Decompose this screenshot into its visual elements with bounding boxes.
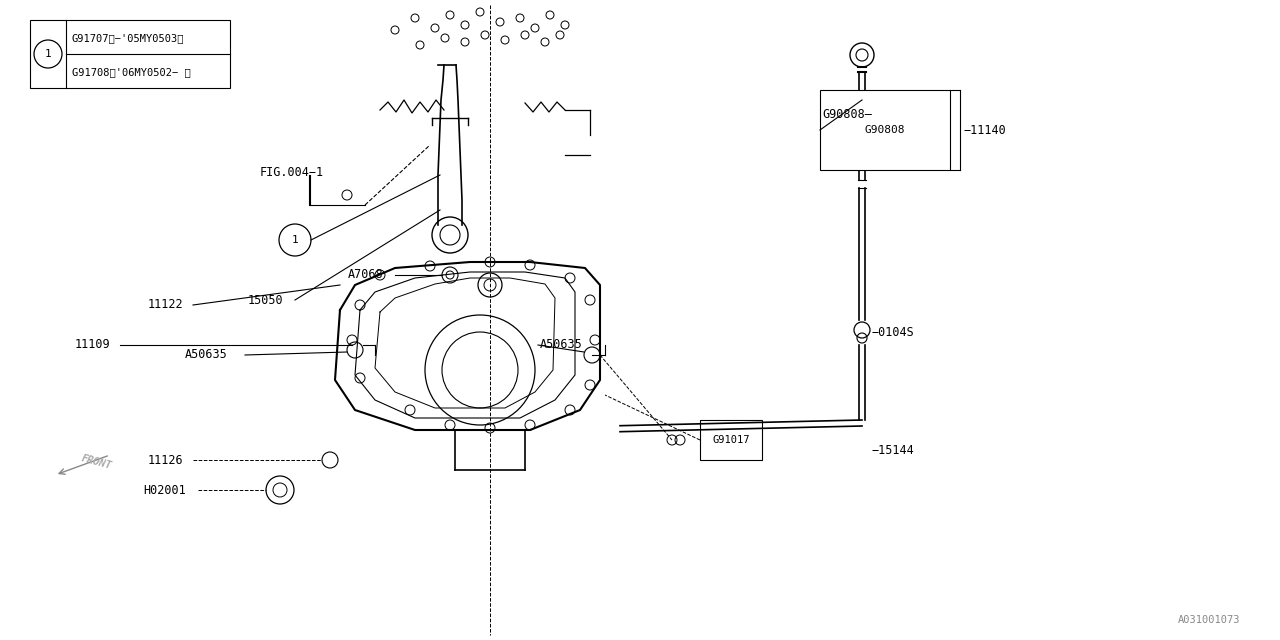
- Text: A031001073: A031001073: [1178, 615, 1240, 625]
- Text: −0104S: −0104S: [872, 326, 915, 339]
- Bar: [820, 90, 950, 170]
- Text: G91708（'06MY0502− ）: G91708（'06MY0502− ）: [72, 67, 191, 77]
- Text: 1: 1: [45, 49, 51, 59]
- Text: −11140: −11140: [963, 124, 1006, 136]
- Bar: [700, 420, 762, 460]
- Text: H02001: H02001: [143, 483, 186, 497]
- Text: G90808: G90808: [865, 125, 905, 135]
- Text: 11126: 11126: [148, 454, 183, 467]
- Text: A50635: A50635: [540, 339, 582, 351]
- Text: G90808—: G90808—: [822, 109, 872, 122]
- Text: 1: 1: [292, 235, 298, 245]
- Text: 15050: 15050: [248, 294, 284, 307]
- Text: FIG.004−1: FIG.004−1: [260, 166, 324, 179]
- Text: 11109: 11109: [76, 339, 110, 351]
- Text: A7068: A7068: [348, 269, 384, 282]
- Text: G91707（−'05MY0503）: G91707（−'05MY0503）: [72, 33, 184, 43]
- Bar: [29, 20, 230, 88]
- Text: G91017: G91017: [712, 435, 750, 445]
- Text: FRONT: FRONT: [79, 453, 113, 471]
- Text: −15144: −15144: [872, 444, 915, 456]
- Text: 11122: 11122: [148, 298, 183, 312]
- Text: A50635: A50635: [186, 349, 228, 362]
